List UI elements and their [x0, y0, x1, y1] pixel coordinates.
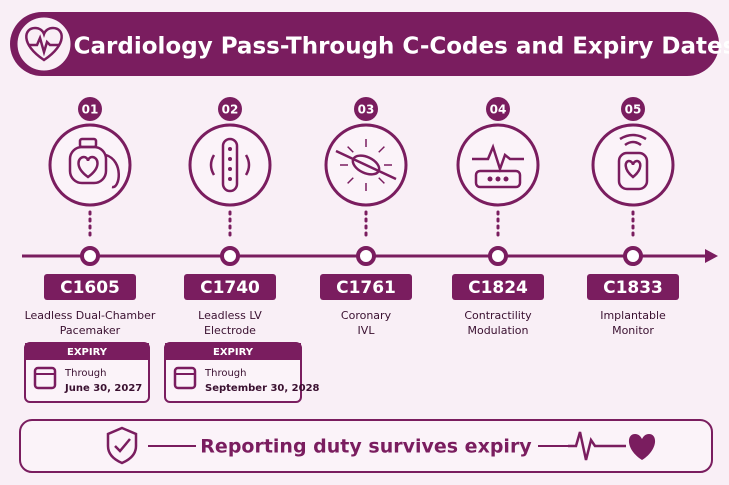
icon-part — [228, 177, 232, 181]
title-icon — [14, 14, 74, 74]
icon-part — [228, 167, 232, 171]
icon-part — [503, 176, 509, 182]
step-number: 02 — [222, 103, 239, 117]
timeline-node — [356, 246, 376, 266]
icon-part — [617, 151, 649, 191]
expiry-label: EXPIRY — [213, 347, 254, 358]
title-pulse — [28, 34, 60, 57]
icon-part — [77, 155, 99, 179]
device-name: Pacemaker — [60, 324, 121, 337]
timeline-node — [488, 246, 508, 266]
step-number: 04 — [490, 103, 507, 117]
icon-part — [105, 153, 120, 189]
icon-part — [209, 154, 251, 176]
expiry-date: September 30, 2028 — [205, 383, 320, 394]
step-number: 05 — [625, 103, 642, 117]
step-badge — [354, 97, 378, 121]
device-name: Contractility — [464, 309, 532, 322]
device-name: Modulation — [467, 324, 528, 337]
expiry-date: June 30, 2027 — [64, 383, 142, 394]
step-badge — [78, 97, 102, 121]
icon-part — [619, 133, 647, 147]
expiry-through: Through — [64, 368, 106, 379]
title: Cardiology Pass-Through C-Codes and Expi… — [74, 34, 729, 60]
code: C1833 — [603, 278, 663, 298]
code-box — [184, 274, 276, 300]
icon-part — [495, 176, 501, 182]
code: C1740 — [200, 278, 260, 298]
icon-part — [228, 157, 232, 161]
check-icon — [114, 438, 131, 453]
icon-part — [335, 149, 397, 181]
code-box — [320, 274, 412, 300]
timeline-node — [623, 246, 643, 266]
footer-box — [19, 419, 713, 473]
icon-part — [472, 143, 524, 173]
device-name: IVL — [358, 324, 376, 337]
expiry-header — [25, 343, 149, 360]
timeline-arrow — [705, 249, 718, 263]
footer-heart — [628, 434, 656, 460]
step-badge — [218, 97, 242, 121]
footer-pulse — [568, 431, 626, 461]
device-name: Coronary — [341, 309, 392, 322]
device-name: Monitor — [612, 324, 654, 337]
calendar-icon — [33, 366, 57, 390]
code-box — [587, 274, 679, 300]
device-name: Electrode — [204, 324, 256, 337]
timeline-node — [80, 246, 100, 266]
title-banner — [10, 12, 719, 76]
icon-part — [228, 147, 232, 151]
shield-icon — [106, 426, 138, 465]
device-name: Leadless Dual-Chamber — [25, 309, 156, 322]
icon-part — [624, 159, 642, 179]
icon-part — [474, 169, 522, 189]
expiry-label: EXPIRY — [67, 347, 108, 358]
footer-text: Reporting duty survives expiry — [200, 436, 532, 458]
code: C1824 — [468, 278, 528, 298]
icon-circle — [48, 123, 132, 207]
icon-circle — [188, 123, 272, 207]
device-name: Leadless LV — [198, 309, 262, 322]
icon-part — [78, 137, 98, 149]
icon-part — [378, 146, 385, 153]
calendar-icon — [173, 366, 197, 390]
code-box — [452, 274, 544, 300]
timeline-node — [220, 246, 240, 266]
icon-part — [221, 137, 239, 193]
icon-part — [351, 154, 381, 176]
icon-part — [487, 176, 493, 182]
step-number: 01 — [82, 103, 99, 117]
step-badge — [486, 97, 510, 121]
code: C1761 — [336, 278, 396, 298]
icon-part — [347, 146, 354, 153]
icon-part — [347, 177, 354, 184]
step-number: 03 — [358, 103, 375, 117]
step-badge — [621, 97, 645, 121]
icon-part — [378, 177, 385, 184]
expiry-header — [165, 343, 301, 360]
code-box — [44, 274, 136, 300]
code: C1605 — [60, 278, 120, 298]
device-name: Implantable — [600, 309, 666, 322]
title-heart — [25, 26, 63, 62]
expiry-through: Through — [204, 368, 246, 379]
